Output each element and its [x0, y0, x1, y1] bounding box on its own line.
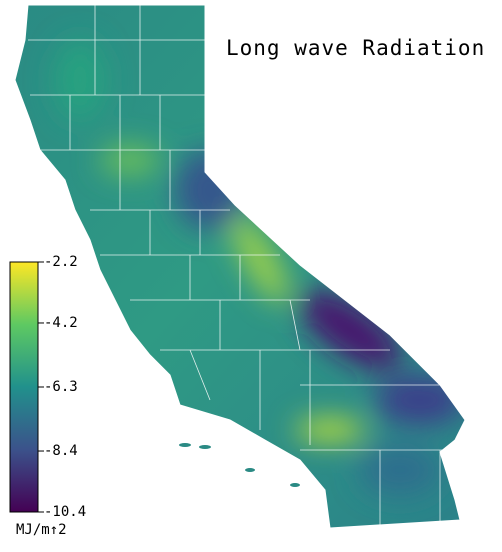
colorbar-tick-label: -6.3: [44, 379, 78, 395]
colorbar-unit: MJ/m↑2: [16, 522, 67, 538]
map-title: Long wave Radiation: [226, 36, 485, 60]
county-lines: [28, 5, 460, 525]
colorbar-tick-label: -4.2: [44, 315, 78, 331]
colorbar-tick-label: -8.4: [44, 443, 78, 459]
islands: [179, 443, 300, 487]
colorbar-tick-label: -10.4: [44, 504, 86, 520]
colorbar-tick-label: -2.2: [44, 254, 78, 270]
colorbar: [9, 261, 39, 513]
